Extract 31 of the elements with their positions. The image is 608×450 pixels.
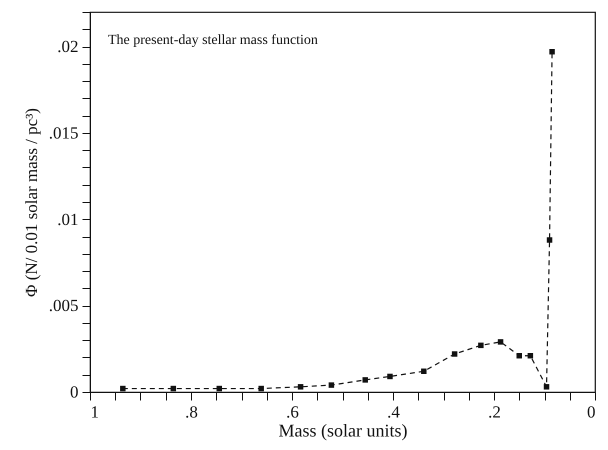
y-tick-label: 0 xyxy=(70,382,78,402)
x-tick-label: .2 xyxy=(488,402,501,422)
y-axis-title: Φ (N/ 0.01 solar mass / pc³) xyxy=(22,108,41,297)
y-tick-label: .015 xyxy=(48,123,78,142)
point xyxy=(298,384,304,390)
point xyxy=(328,382,334,388)
x-tick-label: 1 xyxy=(90,402,99,422)
point xyxy=(478,342,484,348)
point xyxy=(546,237,552,243)
point xyxy=(421,368,427,374)
x-tick-label: .4 xyxy=(387,402,400,422)
point xyxy=(170,386,176,392)
y-tick-label: .01 xyxy=(57,210,78,229)
x-axis-title: Mass (solar units) xyxy=(278,420,408,440)
point xyxy=(216,386,222,392)
point xyxy=(362,377,368,383)
y-tick-label: .02 xyxy=(57,37,78,56)
x-tick-label: .6 xyxy=(286,402,299,422)
point xyxy=(544,384,550,390)
y-tick-label: .005 xyxy=(48,296,78,316)
point xyxy=(120,386,126,392)
annotation: The present-day stellar mass function xyxy=(108,33,318,48)
x-tick-label: 0 xyxy=(587,402,596,422)
point xyxy=(387,374,393,380)
point xyxy=(498,339,504,345)
point xyxy=(549,48,555,54)
point xyxy=(516,352,522,358)
x-tick-label: .8 xyxy=(185,402,198,422)
point xyxy=(452,351,458,357)
point xyxy=(528,352,534,358)
point xyxy=(258,386,264,392)
